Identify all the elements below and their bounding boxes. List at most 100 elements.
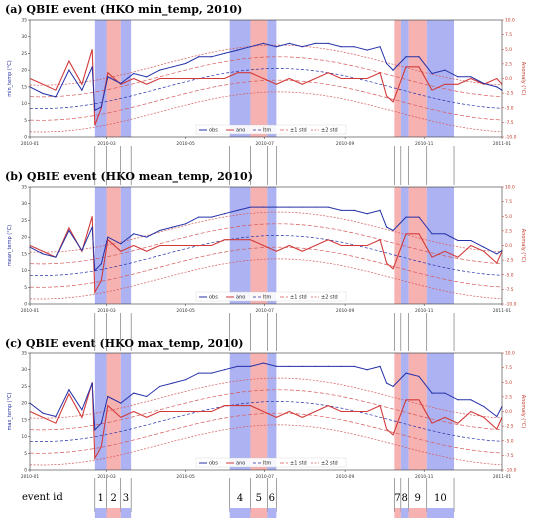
event-band-5 <box>250 20 268 137</box>
obs-point <box>385 382 388 384</box>
x-tick-label: 2010-05 <box>176 474 195 480</box>
event-band-8 <box>400 20 409 137</box>
obs-point <box>236 365 239 367</box>
legend-item: ±1 std <box>290 461 307 467</box>
event-id-band-5 <box>250 508 268 518</box>
obs-point <box>457 399 459 401</box>
obs-point <box>483 246 485 248</box>
obs-point <box>470 239 472 242</box>
legend-item: ±2 std <box>321 295 338 301</box>
obs-point <box>120 243 122 245</box>
obs-point <box>385 226 388 228</box>
obs-point <box>223 369 226 371</box>
ltm-plus-2std <box>29 377 503 419</box>
obs-point <box>366 369 368 371</box>
y-tick-label: 10 <box>21 268 27 274</box>
event-id-band-2 <box>106 508 121 518</box>
legend-item: obs <box>209 295 218 301</box>
event-band-4 <box>229 353 251 470</box>
y-tick-label: 5 <box>24 118 27 124</box>
obs-point <box>42 412 44 414</box>
obs-point <box>301 46 303 48</box>
obs-point <box>249 46 252 48</box>
y-tick-label: 20 <box>21 68 27 74</box>
obs-point <box>431 392 433 394</box>
y2-axis-label: Anomaly (°C) <box>520 395 526 428</box>
ltm-minus-2std <box>29 258 503 300</box>
event-id-row: 1 2 3 4 5 6 7 8 9 10 <box>94 493 455 518</box>
obs-point <box>197 56 200 58</box>
obs-point <box>172 226 174 228</box>
x-tick-label: 2010-07 <box>256 141 275 147</box>
event-id-band-1 <box>94 508 107 518</box>
x-tick-label: 2010-01 <box>21 474 40 480</box>
panel-a: 0 5 10 15 20 25 30 35 -10.0 -7.5 -5.0 -2.5 0.0 2.5 5.0… <box>7 18 526 148</box>
obs-point <box>392 385 394 388</box>
obs-point <box>107 76 109 78</box>
legend-item: ano <box>236 295 245 301</box>
y2-tick-label: 5.0 <box>505 47 512 53</box>
event-id-band-4 <box>229 508 251 518</box>
x-tick-label: 2010-03 <box>97 474 116 480</box>
y2-tick-label: 0.0 <box>505 243 512 249</box>
obs-point <box>172 382 174 384</box>
ltm-plus-2std <box>29 44 503 86</box>
x-tick-label: 2010-07 <box>256 308 275 314</box>
obs-point <box>91 226 93 228</box>
event-band-3 <box>120 353 132 470</box>
obs-point <box>55 96 57 98</box>
obs-point <box>418 375 420 377</box>
obs-point <box>133 392 135 394</box>
obs-point <box>91 66 93 68</box>
event-id-2: 2 <box>110 493 116 504</box>
x-tick-label: 2011-01 <box>493 141 512 147</box>
y-tick-label: 5 <box>24 451 27 457</box>
obs-point <box>68 389 70 391</box>
obs-point <box>405 56 407 58</box>
obs-point <box>210 372 213 374</box>
obs-point <box>100 422 102 424</box>
y-tick-label: 30 <box>21 201 27 207</box>
event-band-7 <box>394 353 401 470</box>
y-tick-label: 20 <box>21 235 27 241</box>
panel-b-title: (b) QBIE event (HKO mean_temp, 2010) <box>5 170 253 184</box>
obs-point <box>496 253 498 255</box>
y-tick-label: 30 <box>21 34 27 40</box>
legend-box <box>195 457 347 468</box>
obs-point <box>210 56 213 58</box>
obs-point <box>431 233 433 235</box>
event-band-9 <box>408 353 427 470</box>
x-tick-label: 2010-09 <box>336 141 355 147</box>
event-band-1 <box>94 20 107 137</box>
y2-tick-label: 2.5 <box>505 61 512 67</box>
ltm-minus-2std <box>29 424 503 466</box>
ltm-line <box>29 68 503 109</box>
obs-point <box>249 206 252 208</box>
event-id-6: 6 <box>269 493 275 504</box>
event-band-1 <box>94 187 107 304</box>
event-id-band-3 <box>120 508 132 518</box>
ltm-plus-1std <box>29 389 503 431</box>
obs-point <box>385 62 388 65</box>
obs-point <box>418 216 420 218</box>
event-band-4 <box>229 187 251 304</box>
ltm-minus-1std <box>29 79 503 121</box>
obs-point <box>81 89 83 91</box>
y-tick-label: 10 <box>21 101 27 107</box>
y-tick-label: 10 <box>21 434 27 440</box>
event-band-4 <box>229 20 251 137</box>
obs-point <box>444 233 446 235</box>
obs-point <box>340 209 342 211</box>
obs-point <box>94 269 96 272</box>
obs-point <box>120 82 122 85</box>
obs-point <box>185 223 187 225</box>
event-band-5 <box>250 353 268 470</box>
obs-point <box>107 236 109 238</box>
event-id-band-10 <box>426 508 455 518</box>
legend-item: ±1 std <box>290 128 307 134</box>
legend-item: ltm <box>263 295 271 301</box>
obs-point <box>483 405 485 408</box>
x-tick-label: 2011-01 <box>493 474 512 480</box>
obs-point <box>197 372 200 374</box>
obs-point <box>172 66 174 68</box>
